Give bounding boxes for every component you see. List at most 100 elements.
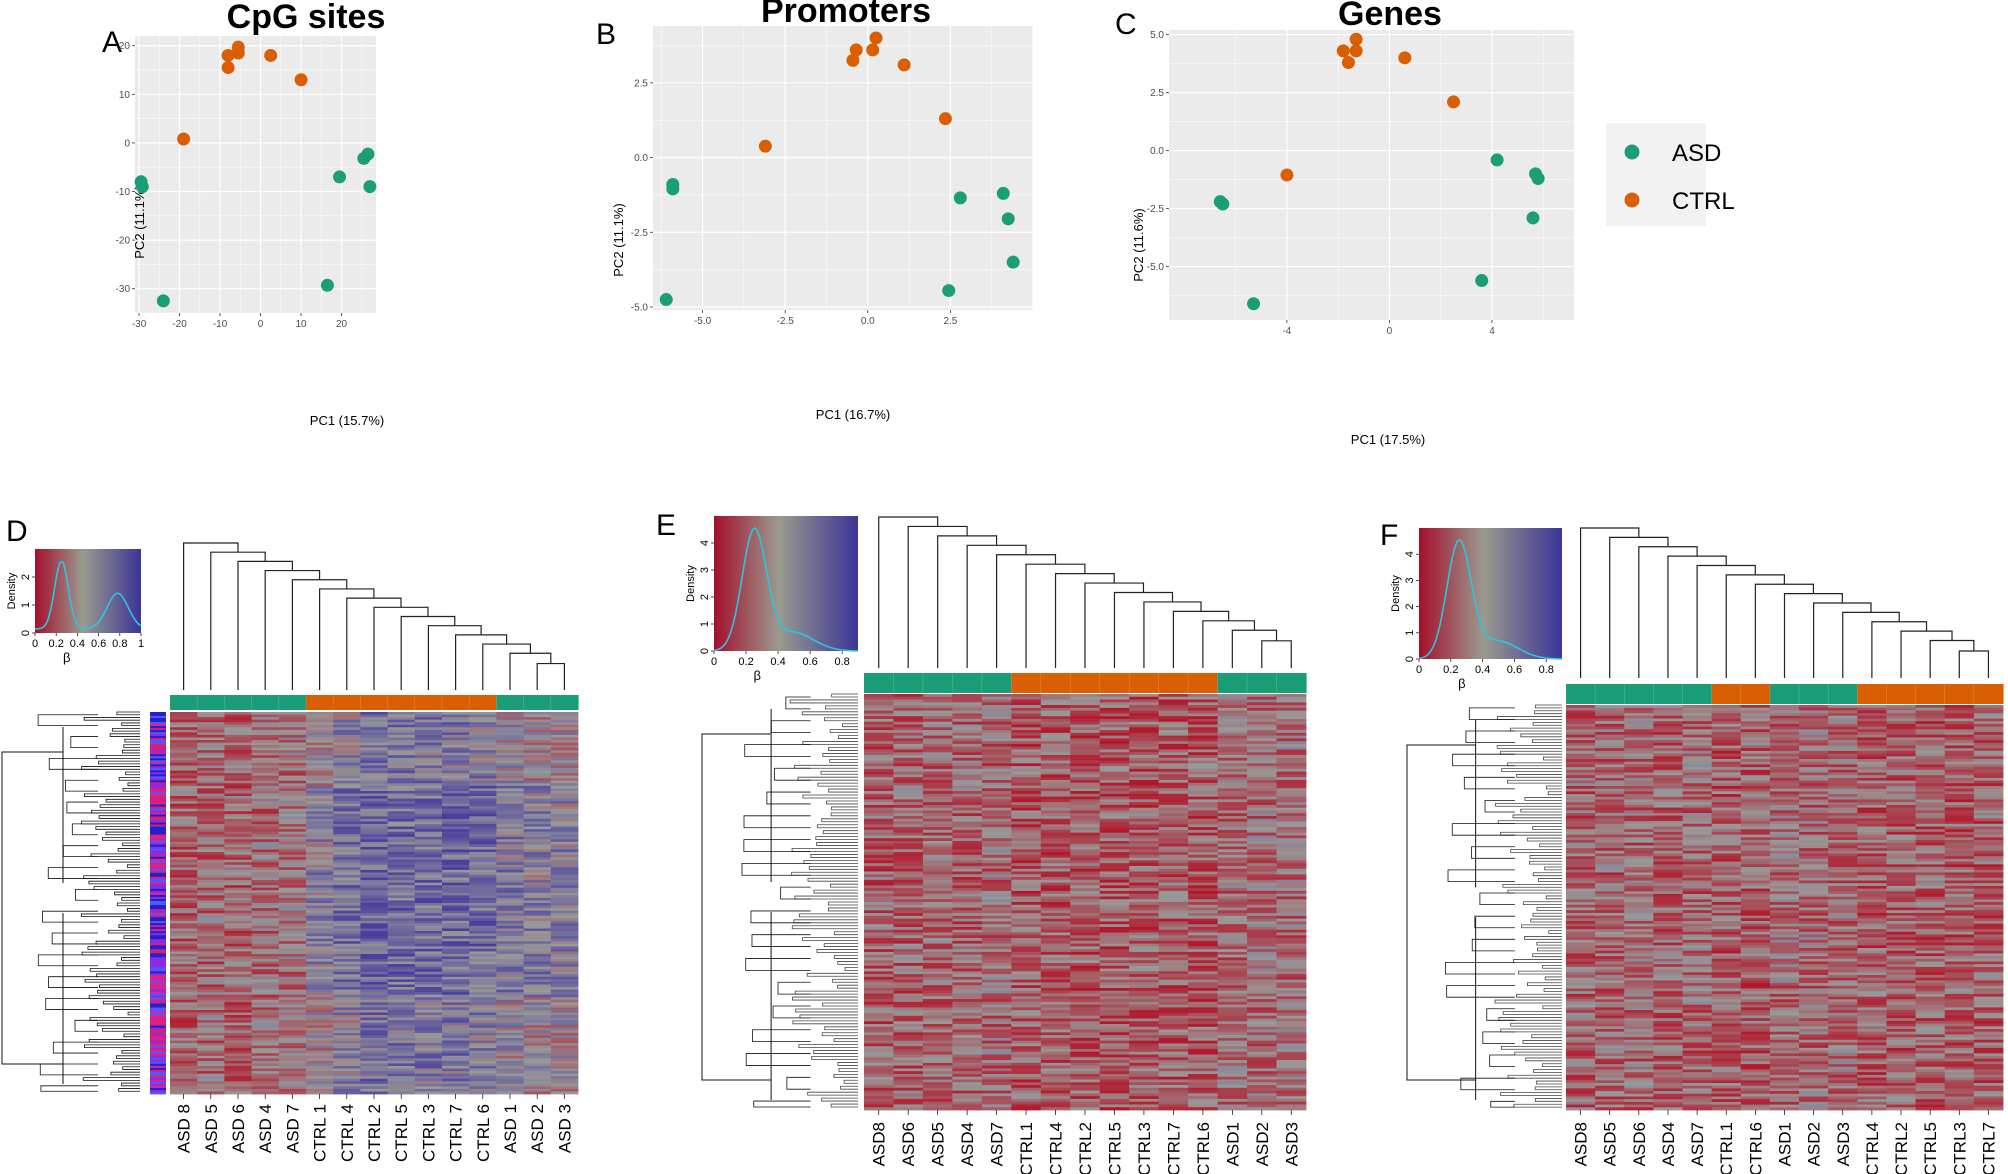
heatmap-cell <box>278 1037 307 1041</box>
heatmap-cell <box>442 1083 470 1087</box>
heatmap-cell <box>893 990 924 994</box>
heatmap-cell <box>1247 843 1277 847</box>
heatmap-cell <box>278 903 307 906</box>
heatmap-cell <box>442 1065 470 1069</box>
heatmap-cell <box>864 829 894 834</box>
heatmap-cell <box>251 1027 280 1031</box>
heatmap-cell <box>1188 910 1218 914</box>
heatmap-cell <box>550 1048 579 1052</box>
heatmap-cell <box>550 895 579 899</box>
heatmap-cell <box>952 724 983 728</box>
row-dendrogram-link <box>66 801 98 814</box>
heatmap-cell <box>306 925 334 929</box>
heatmap-cell <box>523 1073 552 1077</box>
heatmap-cell <box>251 765 280 769</box>
heatmap-cell <box>496 813 524 817</box>
heatmap-cell <box>1011 1012 1042 1017</box>
heatmap-cell <box>1217 926 1248 931</box>
heatmap-cell <box>224 885 252 889</box>
heatmap-cell <box>333 920 361 924</box>
heatmap-cell <box>981 752 1012 756</box>
point-ctrl <box>1341 55 1355 69</box>
heatmap-cell <box>1276 743 1307 748</box>
heatmap-cell <box>1099 707 1130 712</box>
heatmap-cell <box>1247 832 1277 836</box>
heatmap-cell <box>387 887 416 891</box>
heatmap-cell <box>360 1040 388 1044</box>
heatmap-cell <box>170 1086 198 1090</box>
heatmap-cell <box>1129 721 1160 725</box>
heatmap-cell <box>1040 893 1071 897</box>
heatmap-cell <box>496 867 524 871</box>
heatmap-cell <box>197 933 225 937</box>
heatmap-cell <box>1129 915 1160 920</box>
heatmap-cell <box>414 857 443 861</box>
heatmap-cell <box>981 940 1012 944</box>
heatmap-cell <box>893 791 924 795</box>
heatmap-cell <box>278 806 307 810</box>
heatmap-cell <box>333 785 361 789</box>
heatmap-cell <box>893 963 924 967</box>
heatmap-cell <box>224 780 252 784</box>
heatmap-cell <box>197 798 225 802</box>
heatmap-cell <box>550 918 579 922</box>
x-axis-title-a: PC1 (15.7%) <box>310 413 384 428</box>
heatmap-cell <box>1158 882 1189 886</box>
heatmap-cell <box>414 905 443 909</box>
heatmap-cell <box>523 790 552 794</box>
heatmap-cell <box>1188 818 1218 822</box>
heatmap-cell <box>170 948 198 952</box>
heatmap-cell <box>952 1093 983 1097</box>
heatmap-cell <box>306 1020 334 1024</box>
heatmap-cell <box>306 1017 334 1021</box>
heatmap-cell <box>360 722 388 726</box>
heatmap-cell <box>952 871 983 875</box>
heatmap-cell <box>1188 1046 1218 1050</box>
heatmap-cell <box>1188 929 1218 933</box>
heatmap-cell <box>496 989 524 993</box>
heatmap-cell <box>981 949 1012 953</box>
heatmap-cell <box>981 868 1012 872</box>
heatmap-cell <box>197 979 225 983</box>
heatmap-cell <box>1158 918 1189 922</box>
heatmap-cell <box>414 1030 443 1034</box>
plot-background <box>1169 30 1574 320</box>
heatmap-cell <box>1247 885 1277 889</box>
heatmap-cell <box>414 910 443 914</box>
heatmap-cell <box>251 989 280 993</box>
heatmap-cell <box>1247 990 1277 994</box>
heatmap-cell <box>224 859 252 863</box>
heatmap-cell <box>251 885 280 889</box>
heatmap-cell <box>306 750 334 754</box>
row-dendrogram-link <box>98 760 140 765</box>
heatmap-cell <box>387 1065 416 1069</box>
heatmap-cell <box>251 1063 280 1067</box>
heatmap-cell <box>1188 827 1218 831</box>
heatmap-cell <box>170 717 198 721</box>
heatmap-cell <box>523 964 552 968</box>
heatmap-cell <box>1247 987 1277 992</box>
heatmap-cell <box>387 1017 416 1021</box>
heatmap-cell <box>1099 971 1130 975</box>
heatmap-cell <box>1129 910 1160 914</box>
heatmap-cell <box>1247 1085 1277 1089</box>
heatmap-cell <box>550 1055 579 1059</box>
heatmap-cell <box>251 839 280 843</box>
heatmap-cell <box>251 1083 280 1087</box>
heatmap-cell <box>1217 730 1248 734</box>
heatmap-cell <box>387 816 416 820</box>
heatmap-cell <box>197 880 225 884</box>
heatmap-cell <box>387 1009 416 1013</box>
heatmap-cell <box>1188 968 1218 972</box>
heatmap-cell <box>1070 774 1101 778</box>
heatmap-cell <box>170 862 198 866</box>
heatmap-cell <box>306 765 334 769</box>
heatmap-cell <box>952 1079 983 1083</box>
heatmap-cell <box>387 976 416 980</box>
heatmap-cell <box>981 816 1012 820</box>
heatmap-cell <box>278 762 307 766</box>
heatmap-cell <box>197 818 225 822</box>
heatmap-cell <box>1217 854 1248 859</box>
row-annotation-cell <box>150 921 166 924</box>
heatmap-cell <box>1217 1026 1248 1030</box>
